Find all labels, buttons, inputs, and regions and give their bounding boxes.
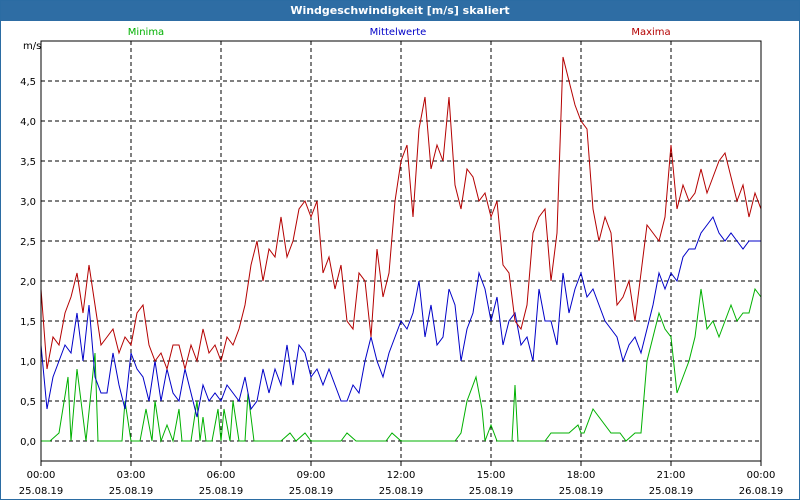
x-tick-date: 25.08.19 xyxy=(379,486,424,497)
y-tick-label: 2,0 xyxy=(20,277,36,288)
x-tick-time: 06:00 xyxy=(207,470,236,481)
x-tick-date: 25.08.19 xyxy=(199,486,244,497)
x-tick-date: 25.08.19 xyxy=(649,486,694,497)
x-tick-time: 03:00 xyxy=(117,470,146,481)
x-tick-time: 00:00 xyxy=(747,470,776,481)
y-tick-label: 4,0 xyxy=(20,117,36,128)
x-tick-date: 25.08.19 xyxy=(469,486,514,497)
y-tick-label: 0,0 xyxy=(20,437,36,448)
legend-mittelwerte: Mittelwerte xyxy=(370,27,427,38)
wind-speed-chart: m/s Minima Mittelwerte Maxima 0,0 0,5 1,0 1… xyxy=(19,27,784,497)
series-line-maxima xyxy=(40,56,762,371)
series-line-mittelwerte xyxy=(40,215,761,418)
x-tick-date: 26.08.19 xyxy=(739,486,784,497)
x-tick-time: 15:00 xyxy=(477,470,506,481)
x-tick-date: 25.08.19 xyxy=(19,486,64,497)
x-tick-time: 09:00 xyxy=(297,470,326,481)
x-tick-time: 21:00 xyxy=(657,470,686,481)
x-tick-time: 00:00 xyxy=(27,470,56,481)
legend-maxima: Maxima xyxy=(631,27,670,38)
legend-minima: Minima xyxy=(128,27,164,38)
plot-frame xyxy=(40,40,762,462)
x-tick-date: 25.08.19 xyxy=(289,486,334,497)
x-tick-time: 18:00 xyxy=(567,470,596,481)
y-tick-label: 1,5 xyxy=(20,317,36,328)
y-tick-label: 2,5 xyxy=(20,237,36,248)
x-tick-date: 25.08.19 xyxy=(559,486,604,497)
x-tick-time: 12:00 xyxy=(387,470,416,481)
y-tick-label: 3,5 xyxy=(20,157,36,168)
y-tick-label: 4,5 xyxy=(20,77,36,88)
y-tick-label: 0,5 xyxy=(20,397,36,408)
x-tick-date: 25.08.19 xyxy=(109,486,154,497)
window-title: Windgeschwindigkeit [m/s] skaliert xyxy=(1,1,799,21)
y-axis-label: m/s xyxy=(23,41,41,52)
y-tick-label: 1,0 xyxy=(20,357,36,368)
y-tick-label: 3,0 xyxy=(20,197,36,208)
series-line-minima xyxy=(41,287,762,443)
